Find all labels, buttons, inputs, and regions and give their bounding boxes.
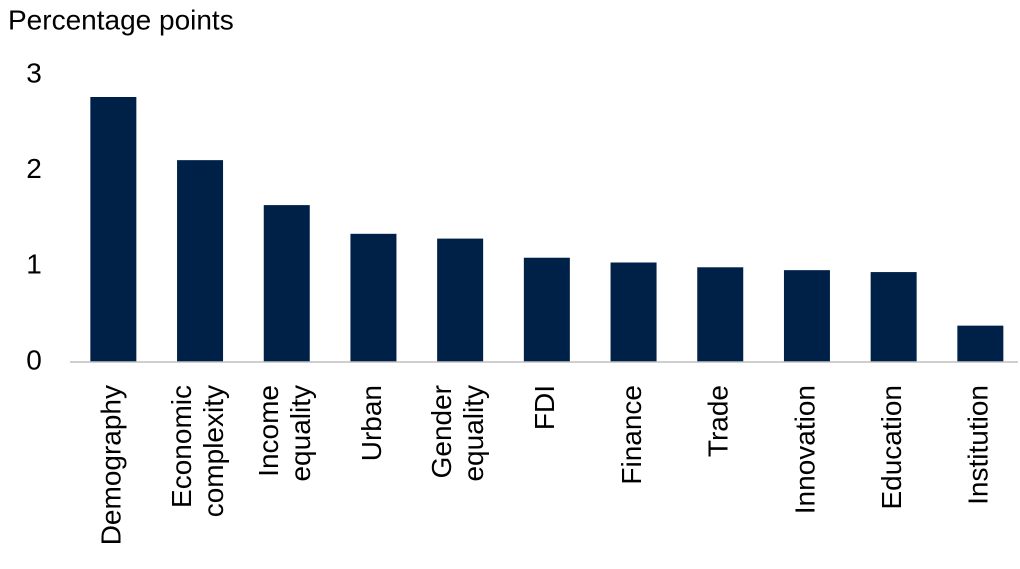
bar: [697, 267, 744, 362]
x-tick-label: Economiccomplexity: [166, 385, 229, 517]
bar: [90, 97, 137, 363]
bar: [350, 233, 397, 362]
x-tick-label-line: Economic: [166, 385, 197, 508]
x-tick-label: Genderequality: [427, 385, 490, 482]
bar: [263, 205, 310, 362]
x-tick-label-line: equality: [459, 385, 490, 482]
x-tick-label: Demography: [96, 385, 127, 545]
y-tick-label: 3: [26, 57, 42, 88]
y-tick-label: 0: [26, 344, 42, 375]
bar: [610, 262, 657, 362]
x-tick-label-line: Income: [253, 385, 284, 477]
y-tick-label: 2: [26, 153, 42, 184]
x-tick-label: Finance: [616, 385, 647, 485]
x-tick-label: Incomeequality: [253, 385, 316, 482]
x-tick-label-line: Gender: [427, 385, 458, 478]
x-tick-label-line: complexity: [198, 385, 229, 517]
chart-title: Percentage points: [8, 4, 234, 35]
x-tick-label: Innovation: [789, 385, 820, 514]
bar: [177, 160, 224, 362]
bar: [783, 270, 830, 362]
bar: [870, 272, 917, 362]
x-tick-label: Urban: [356, 385, 387, 461]
bar: [957, 325, 1004, 362]
x-tick-label: Education: [876, 385, 907, 510]
x-tick-label: Trade: [703, 385, 734, 457]
x-tick-label-line: equality: [285, 385, 316, 482]
x-tick-label: FDI: [529, 385, 560, 430]
y-tick-label: 1: [26, 249, 42, 280]
bar: [523, 257, 570, 362]
bar: [437, 238, 484, 362]
x-tick-label: Institution: [963, 385, 994, 505]
